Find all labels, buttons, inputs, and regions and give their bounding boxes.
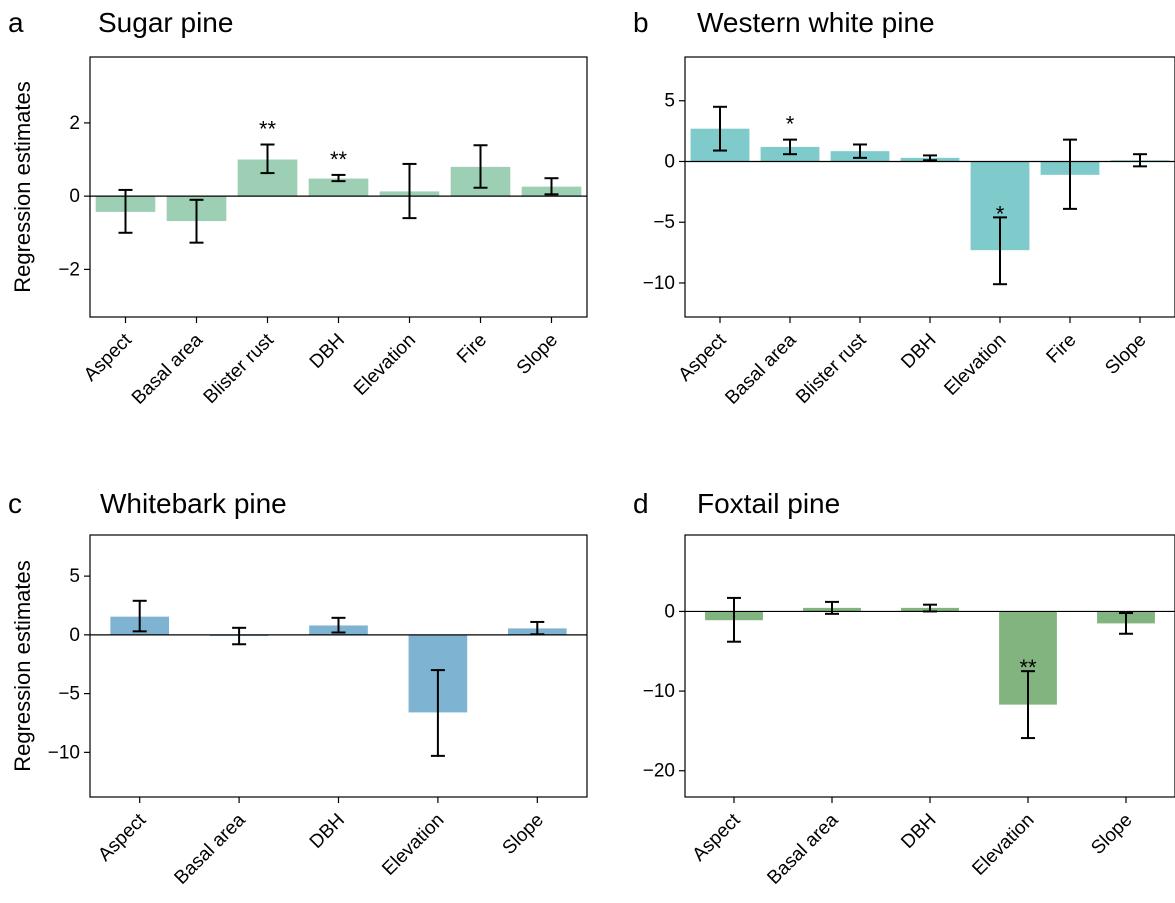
- panel-b-significance-4: *: [996, 201, 1005, 226]
- panel-d-significance-3: **: [1019, 655, 1037, 680]
- panel-b-frame: [684, 56, 1175, 318]
- panel-c-ytick-label: 0: [69, 625, 80, 646]
- panel-d-xtick-label-slope: Slope: [1087, 810, 1136, 859]
- panel-c-xtick-label-basal-area: Basal area: [171, 809, 250, 888]
- panel-b-ytick-label: −5: [653, 212, 675, 233]
- y-axis-title-bottom: Regression estimates: [10, 560, 35, 772]
- panel-c-ytick-label: −5: [58, 684, 80, 705]
- panel-c-xtick-label-dbh: DBH: [306, 810, 349, 853]
- panel-c-title: Whitebark pine: [100, 488, 287, 519]
- panel-a-xtick-label-aspect: Aspect: [80, 329, 136, 385]
- panel-d-xtick-label-elevation: Elevation: [968, 810, 1038, 880]
- panel-d-frame: [684, 534, 1175, 798]
- panel-b-xtick-label-dbh: DBH: [897, 330, 940, 373]
- panel-b-ytick-label: −10: [643, 273, 675, 294]
- y-axis-title-top: Regression estimates: [10, 81, 35, 293]
- panel-d-ytick-label: −10: [643, 681, 675, 702]
- panel-a-ytick-label: −2: [58, 259, 80, 280]
- panel-c-xtick-label-elevation: Elevation: [378, 810, 448, 880]
- panel-b-xtick-label-blister-rust: Blister rust: [792, 329, 871, 408]
- panel-b-xtick-label-fire: Fire: [1043, 330, 1081, 368]
- panel-a-xtick-label-blister-rust: Blister rust: [200, 329, 279, 408]
- panel-b-xtick-label-basal-area: Basal area: [721, 329, 800, 408]
- panel-b-xtick-label-elevation: Elevation: [940, 330, 1010, 400]
- panel-d-letter: d: [633, 488, 649, 519]
- panel-d-ytick-label: 0: [664, 601, 675, 622]
- panel-b-ytick-label: 5: [664, 91, 675, 112]
- panel-a-xtick-label-basal-area: Basal area: [128, 329, 207, 408]
- panel-a-letter: a: [8, 7, 24, 38]
- panel-c-frame: [89, 534, 588, 798]
- panel-c-ytick-label: 5: [69, 566, 80, 587]
- panel-d-xtick-label-basal-area: Basal area: [763, 809, 842, 888]
- panel-a-ytick-label: 0: [69, 186, 80, 207]
- panel-a-xtick-label-slope: Slope: [513, 330, 562, 379]
- panel-c-xtick-label-aspect: Aspect: [94, 809, 150, 865]
- panel-b-letter: b: [633, 7, 649, 38]
- panel-b-significance-1: *: [786, 112, 795, 137]
- panel-a-xtick-label-dbh: DBH: [306, 330, 349, 373]
- panel-a-bar-dbh: [308, 178, 369, 197]
- panel-c-letter: c: [8, 488, 22, 519]
- panel-b-xtick-label-slope: Slope: [1101, 330, 1150, 379]
- panel-a-ytick-label: 2: [69, 113, 80, 134]
- panel-a-significance-3: **: [330, 147, 348, 172]
- panel-b-ytick-label: 0: [664, 151, 675, 172]
- panel-a-xtick-label-fire: Fire: [453, 330, 491, 368]
- panel-b-xtick-label-aspect: Aspect: [675, 329, 731, 385]
- panel-d-title: Foxtail pine: [697, 488, 840, 519]
- panel-d-xtick-label-aspect: Aspect: [689, 809, 745, 865]
- panel-d-xtick-label-dbh: DBH: [897, 810, 940, 853]
- panel-a-xtick-label-elevation: Elevation: [350, 330, 420, 400]
- panel-a-title: Sugar pine: [98, 7, 233, 38]
- panel-a-significance-2: **: [259, 117, 277, 142]
- panel-c-ytick-label: −10: [48, 742, 80, 763]
- panel-c-xtick-label-slope: Slope: [499, 810, 548, 859]
- panel-d-ytick-label: −20: [643, 761, 675, 782]
- panel-b-title: Western white pine: [697, 7, 935, 38]
